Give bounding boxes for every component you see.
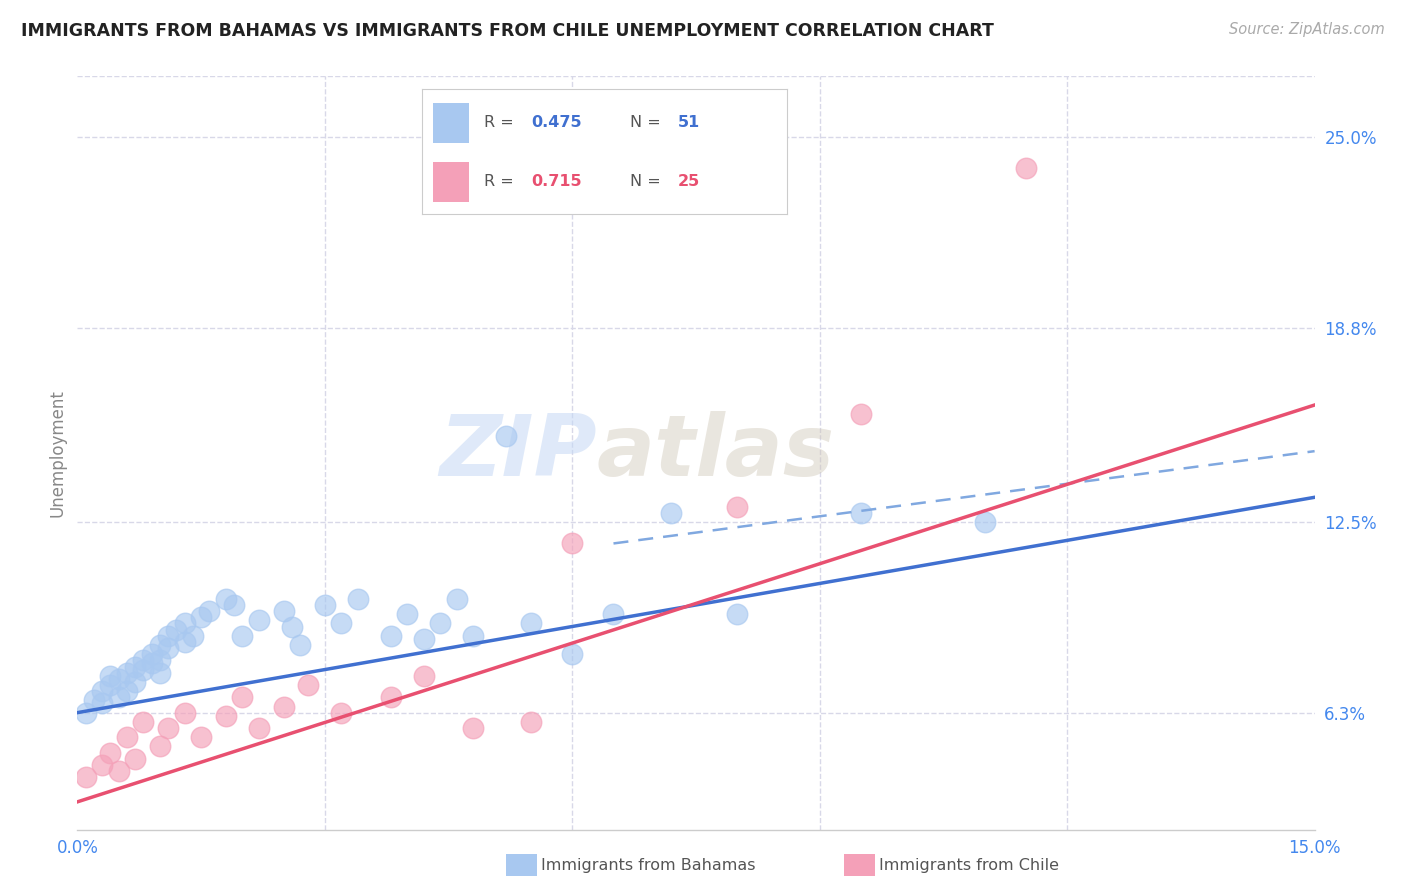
Point [141,657,163,671]
Point [849,407,872,421]
Point [132,714,155,729]
Point [91,697,114,711]
Point [247,721,270,735]
Point [157,721,180,735]
Point [725,607,748,622]
Point [520,714,543,729]
Text: 0.715: 0.715 [531,174,582,189]
Point [181,629,204,643]
Point [222,598,245,612]
Point [91,758,114,772]
Point [561,647,583,661]
Point [107,672,129,686]
Point [173,706,195,720]
Point [149,739,172,754]
Point [330,616,353,631]
Y-axis label: Unemployment: Unemployment [48,389,66,516]
FancyBboxPatch shape [433,161,470,202]
Point [115,665,138,680]
Point [165,623,187,637]
Point [273,699,295,714]
Text: N =: N = [630,174,661,189]
Point [247,613,270,627]
Point [273,604,295,618]
Point [849,506,872,520]
Point [297,678,319,692]
Point [124,659,146,673]
Point [107,764,129,778]
Text: Immigrants from Chile: Immigrants from Chile [879,858,1059,872]
Point [429,616,451,631]
Point [330,706,353,720]
Point [659,506,682,520]
Point [973,515,995,529]
Point [83,693,105,707]
Text: Source: ZipAtlas.com: Source: ZipAtlas.com [1229,22,1385,37]
Text: R =: R = [484,115,513,130]
Point [124,674,146,689]
Point [98,678,121,692]
Point [380,629,402,643]
Point [132,653,155,667]
Point [157,629,180,643]
Point [75,706,97,720]
Point [412,632,434,646]
Point [314,598,336,612]
Point [190,731,212,745]
FancyBboxPatch shape [433,103,470,143]
Point [412,669,434,683]
Point [198,604,221,618]
Point [173,616,195,631]
Text: 51: 51 [678,115,700,130]
Point [288,638,311,652]
Point [107,690,129,705]
Point [98,669,121,683]
Point [124,752,146,766]
Point [141,647,163,661]
Text: N =: N = [630,115,661,130]
Point [520,616,543,631]
Point [75,770,97,784]
Point [215,591,238,606]
Point [115,684,138,698]
Point [215,708,238,723]
Point [463,721,485,735]
Point [132,663,155,677]
Point [231,690,253,705]
Point [463,629,485,643]
Text: Immigrants from Bahamas: Immigrants from Bahamas [541,858,756,872]
Point [346,591,368,606]
Point [561,536,583,550]
Point [495,429,517,443]
Point [602,607,624,622]
Text: ZIP: ZIP [439,411,598,494]
Point [231,629,253,643]
Text: R =: R = [484,174,513,189]
Point [190,610,212,624]
Point [157,641,180,656]
Point [149,638,172,652]
Text: 0.475: 0.475 [531,115,582,130]
Point [725,500,748,514]
Text: 25: 25 [678,174,700,189]
Point [115,731,138,745]
Text: IMMIGRANTS FROM BAHAMAS VS IMMIGRANTS FROM CHILE UNEMPLOYMENT CORRELATION CHART: IMMIGRANTS FROM BAHAMAS VS IMMIGRANTS FR… [21,22,994,40]
Point [1015,161,1038,175]
Point [173,635,195,649]
Point [380,690,402,705]
Point [396,607,419,622]
Point [91,684,114,698]
Text: atlas: atlas [598,411,835,494]
Point [149,665,172,680]
Point [446,591,468,606]
Point [149,653,172,667]
Point [281,619,304,633]
Point [98,746,121,760]
